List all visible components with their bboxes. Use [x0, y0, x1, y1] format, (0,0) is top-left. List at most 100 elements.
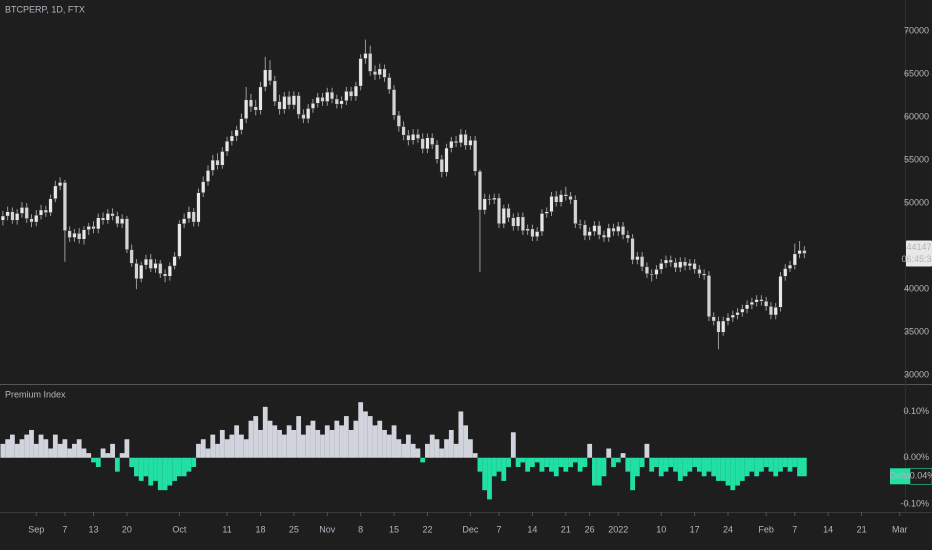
candle-body [19, 207, 24, 214]
candle-body [229, 135, 234, 142]
candle-body [621, 226, 626, 236]
candle-body [101, 217, 106, 221]
premium-bar [138, 457, 144, 481]
candle-body [563, 194, 568, 197]
premium-bar [296, 416, 302, 458]
premium-bar [663, 457, 669, 472]
premium-bar [720, 457, 726, 481]
premium-bar [487, 457, 492, 500]
candle-body [487, 198, 492, 201]
premium-bar [148, 457, 154, 486]
candle-body [559, 194, 564, 203]
premium-bar [10, 434, 15, 458]
premium-bar [463, 425, 469, 458]
candle-body [477, 171, 482, 211]
x-tick-label: 13 [88, 524, 98, 534]
x-tick-label: 14 [823, 524, 833, 534]
premium-bar [143, 457, 149, 477]
candle-body [282, 96, 287, 110]
premium-bar [0, 443, 6, 458]
x-tick-label: Feb [758, 524, 774, 534]
premium-bar [377, 420, 383, 458]
candle-body [463, 134, 468, 146]
last-value-label: -0.04% [907, 471, 932, 481]
candle-body [301, 114, 306, 119]
premium-bar [114, 457, 120, 472]
candle-body [544, 211, 549, 214]
premium-bar [396, 439, 402, 458]
candle-body [258, 86, 263, 111]
premium-bar [572, 457, 578, 463]
premium-bar [57, 443, 63, 458]
candle-body [363, 53, 368, 59]
premium-bar [339, 425, 344, 458]
x-tick-label: Dec [462, 524, 479, 534]
candle-body [139, 264, 144, 280]
premium-bar [687, 457, 693, 472]
premium-bar [14, 443, 20, 458]
candle-body [649, 273, 654, 275]
premium-bar [181, 457, 187, 477]
chart-title: BTCPERP, 1D, FTX [5, 4, 85, 14]
candle-body [549, 196, 554, 212]
premium-bar [491, 457, 497, 477]
candle-body [220, 151, 225, 166]
y-tick-label: -0.10% [900, 498, 929, 508]
premium-bar [110, 443, 115, 458]
y-tick-label: 0.10% [903, 406, 929, 416]
premium-bar [582, 457, 588, 468]
premium-bar [768, 457, 774, 472]
premium-bar [482, 457, 488, 491]
candle-body [325, 91, 330, 102]
candle-body [687, 263, 692, 267]
candle-body [482, 198, 487, 211]
premium-bar [224, 439, 230, 458]
candle-body [291, 95, 296, 106]
premium-bar [157, 457, 163, 491]
premium-bar [24, 434, 30, 458]
premium-bar [429, 434, 435, 458]
premium-bar [81, 448, 87, 458]
candle-body [702, 273, 707, 276]
premium-bar [353, 420, 359, 458]
x-tick-label: Nov [319, 524, 336, 534]
y-tick-label: 30000 [904, 370, 929, 380]
candle-body [330, 91, 335, 100]
candle-body [43, 209, 48, 213]
candle-body [797, 250, 802, 255]
premium-bar [558, 457, 564, 468]
premium-bar [167, 457, 173, 486]
premium-bar [592, 457, 597, 486]
premium-bar [520, 457, 526, 463]
premium-bar [668, 457, 674, 468]
candle-body [29, 218, 34, 223]
premium-bar [43, 439, 49, 458]
candle-body [358, 58, 363, 87]
premium-bar [706, 457, 712, 472]
premium-bar [76, 439, 82, 458]
x-tick-label: 18 [255, 524, 265, 534]
premium-bar [515, 457, 521, 468]
premium-bar [577, 457, 583, 472]
candle-body [81, 229, 86, 240]
premium-bar [472, 453, 478, 458]
candle-body [754, 299, 759, 303]
candle-body [105, 213, 110, 221]
premium-bar [186, 457, 192, 472]
candle-body [253, 106, 258, 111]
candle-body [177, 223, 182, 257]
x-tick-label: Sep [28, 524, 44, 534]
premium-bar [801, 457, 807, 477]
candle-body [15, 213, 20, 221]
premium-bar [677, 457, 683, 481]
candle-body [716, 320, 721, 333]
candle-body [186, 211, 191, 219]
premium-bar [692, 457, 698, 468]
candle-body [516, 216, 521, 227]
candle-body [334, 98, 339, 105]
premium-bar [48, 448, 53, 458]
candle-body [39, 209, 44, 216]
premium-bar [191, 457, 197, 468]
x-tick-label: 2022 [608, 524, 628, 534]
candle-body [692, 263, 697, 270]
